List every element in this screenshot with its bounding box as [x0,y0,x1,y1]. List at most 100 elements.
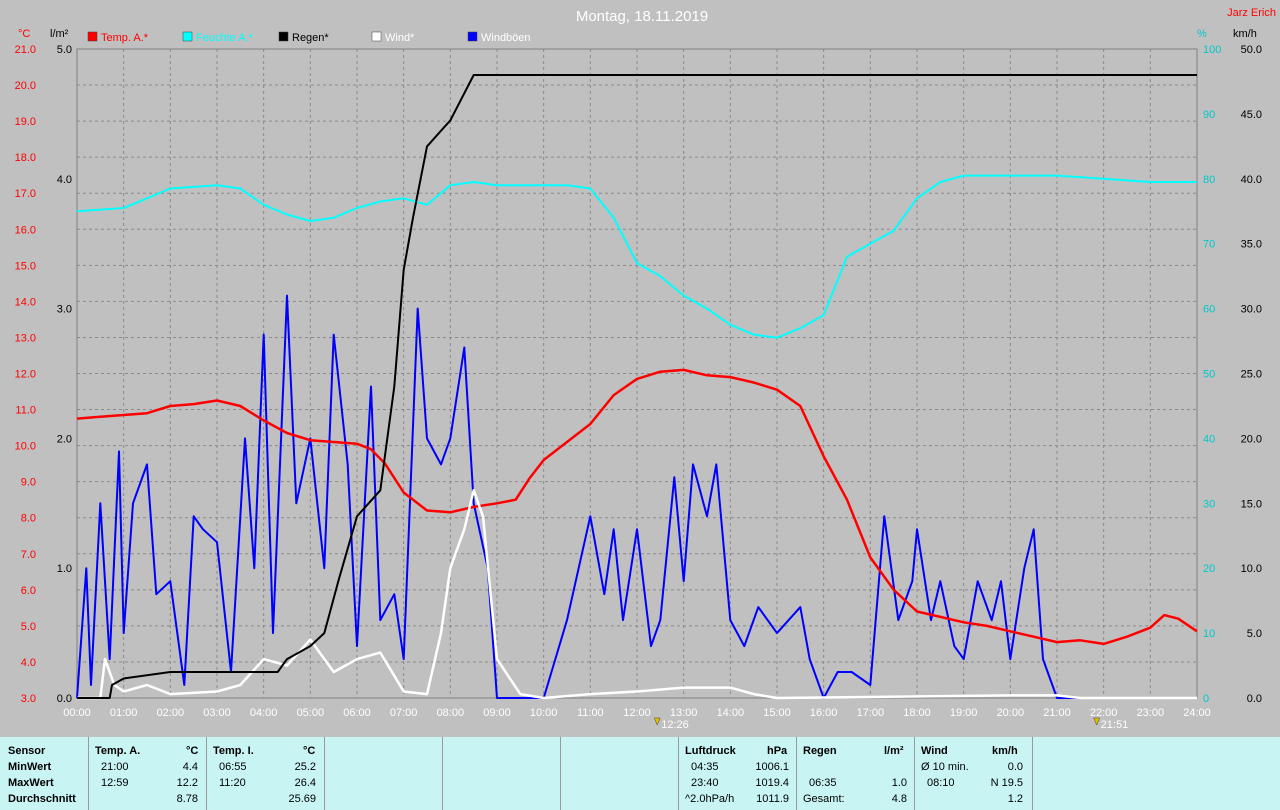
temp-tick-label: 18.0 [15,152,36,164]
temp-tick-label: 17.0 [15,188,36,200]
temp-a-header: Temp. A. [95,745,141,757]
x-tick-label: 24:00 [1183,707,1211,719]
row-label-avg: Durchschnitt [8,793,76,805]
right-unit-label: % [1197,28,1207,40]
pressure-max: 1019.4 [755,777,789,789]
legend-label: Feuchte A.* [196,32,254,44]
weather-chart: Montag, 18.11.2019 Jarz Erich °C l/m² % … [15,7,1276,731]
temp-i-min: 25.2 [294,761,316,773]
legend-swatch [182,31,193,42]
humidity-tick-label: 20 [1203,563,1215,575]
temp-a-min-time: 21:00 [101,761,129,773]
humidity-tick-label: 50 [1203,369,1215,381]
temp-tick-label: 7.0 [21,549,36,561]
wind-tick-label: 35.0 [1241,239,1262,251]
chart-marks [76,74,1198,700]
sun-marker-label: 21:51 [1101,719,1129,731]
humidity-tick-label: 30 [1203,498,1215,510]
wind-tick-label: 5.0 [1247,628,1262,640]
wind-max-time: 08:10 [927,777,955,789]
x-tick-label: 23:00 [1137,707,1165,719]
rain-max-time: 06:35 [809,777,837,789]
wind-tick-label: 10.0 [1241,563,1262,575]
author-label: Jarz Erich [1227,7,1276,19]
x-tick-label: 03:00 [203,707,231,719]
temp-tick-label: 6.0 [21,585,36,597]
x-tick-label: 12:00 [623,707,651,719]
series-line-wind [77,489,1197,700]
wind-tick-label: 20.0 [1241,433,1262,445]
temp-i-max: 26.4 [294,777,316,789]
temp-tick-label: 5.0 [21,621,36,633]
temp-tick-label: 16.0 [15,224,36,236]
wind-tick-label: 0.0 [1247,693,1262,705]
humidity-tick-label: 100 [1203,44,1221,56]
humidity-tick-label: 0 [1203,693,1209,705]
sun-marker-icon [653,717,661,726]
chart-legend: Temp. A.* Feuchte A.* Regen* Wind* Windböen [87,31,531,44]
wind-avg: 1.2 [1007,793,1023,805]
wind-tick-label: 40.0 [1241,174,1262,186]
temp-tick-label: 21.0 [15,44,36,56]
rain-total-label: Gesamt: [803,793,845,805]
pressure-unit: hPa [767,745,788,757]
x-tick-label: 14:00 [717,707,745,719]
temp-tick-label: 15.0 [15,260,36,272]
x-tick-label: 08:00 [437,707,465,719]
humidity-tick-label: 60 [1203,304,1215,316]
temp-a-max: 12.2 [176,777,198,789]
temp-a-avg: 8.78 [176,793,198,805]
x-tick-label: 05:00 [297,707,325,719]
wind-tick-label: 25.0 [1241,369,1262,381]
rain-tick-label: 3.0 [57,304,72,316]
series-line-windb-en [76,294,1197,699]
temp-tick-label: 10.0 [15,441,36,453]
temp-tick-label: 14.0 [15,296,36,308]
legend-label: Regen* [292,32,329,44]
series-line-regen [77,74,1197,699]
legend-swatch [467,31,478,42]
plot-area: 00:00 01:00 02:00 03:00 04:00 05:00 06:00 07:00… [15,44,1262,731]
temp-tick-label: 19.0 [15,116,36,128]
wind-unit: km/h [992,745,1018,757]
sun-marker-label: 12:26 [661,719,689,731]
temp-tick-label: 20.0 [15,80,36,92]
row-label-max: MaxWert [8,777,54,789]
chart-title: Montag, 18.11.2019 [576,8,708,25]
humidity-tick-label: 80 [1203,174,1215,186]
row-label-sensor: Sensor [8,745,46,757]
temp-i-min-time: 06:55 [219,761,247,773]
x-tick-label: 21:00 [1043,707,1071,719]
wind-tick-label: 45.0 [1241,109,1262,121]
right2-unit-label: km/h [1233,28,1257,40]
left-unit-label: °C [18,28,30,40]
x-tick-label: 16:00 [810,707,838,719]
wind-min-label: Ø 10 min. [921,761,969,773]
temp-tick-label: 4.0 [21,657,36,669]
rain-tick-label: 0.0 [57,693,72,705]
legend-label: Windböen [481,32,531,44]
stats-table: Sensor MinWert MaxWert Durchschnitt Temp… [0,737,1280,810]
humidity-tick-label: 40 [1203,433,1215,445]
wind-min: 0.0 [1007,761,1023,773]
temp-i-unit: °C [303,745,316,757]
rain-total: 4.8 [891,793,907,805]
wind-tick-label: 30.0 [1241,304,1262,316]
temp-a-unit: °C [186,745,199,757]
left2-unit-label: l/m² [50,28,69,40]
x-tick-label: 07:00 [390,707,418,719]
wind-max: N 19.5 [990,777,1023,789]
rain-tick-label: 1.0 [57,563,72,575]
temp-tick-label: 9.0 [21,477,36,489]
x-tick-label: 00:00 [63,707,91,719]
x-tick-label: 01:00 [110,707,138,719]
temp-tick-label: 8.0 [21,513,36,525]
pressure-max-time: 23:40 [691,777,719,789]
row-label-min: MinWert [8,761,52,773]
legend-swatch [87,31,98,42]
pressure-trend-label: ^2.0hPa/h [685,793,735,805]
legend-swatch [278,31,289,42]
x-tick-label: 17:00 [857,707,885,719]
rain-tick-label: 4.0 [57,174,72,186]
sun-marker-icon [1093,717,1101,726]
